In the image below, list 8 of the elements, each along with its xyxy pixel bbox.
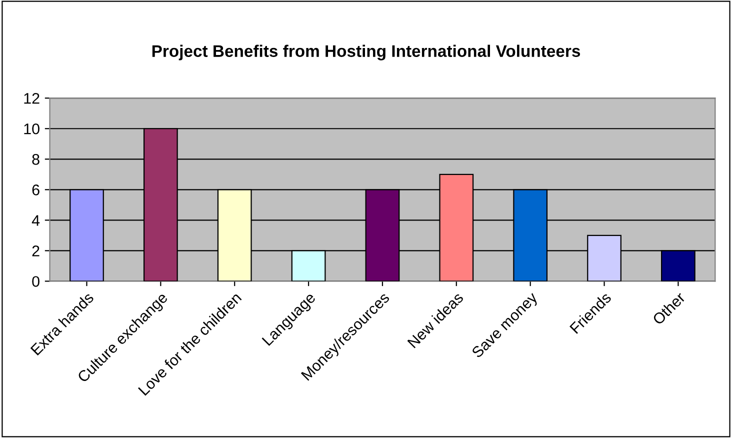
y-tick-label: 4 bbox=[32, 215, 40, 226]
y-tick-label: 10 bbox=[24, 123, 40, 134]
y-tick-label: 0 bbox=[32, 276, 40, 287]
y-tick-label: 6 bbox=[32, 184, 40, 196]
y-tick-label: 2 bbox=[32, 246, 40, 256]
chart-title: Project Benefits from Hosting International Volunteers bbox=[152, 44, 580, 60]
y-tick-label: 8 bbox=[32, 154, 40, 165]
y-tick-label: 12 bbox=[24, 92, 40, 104]
